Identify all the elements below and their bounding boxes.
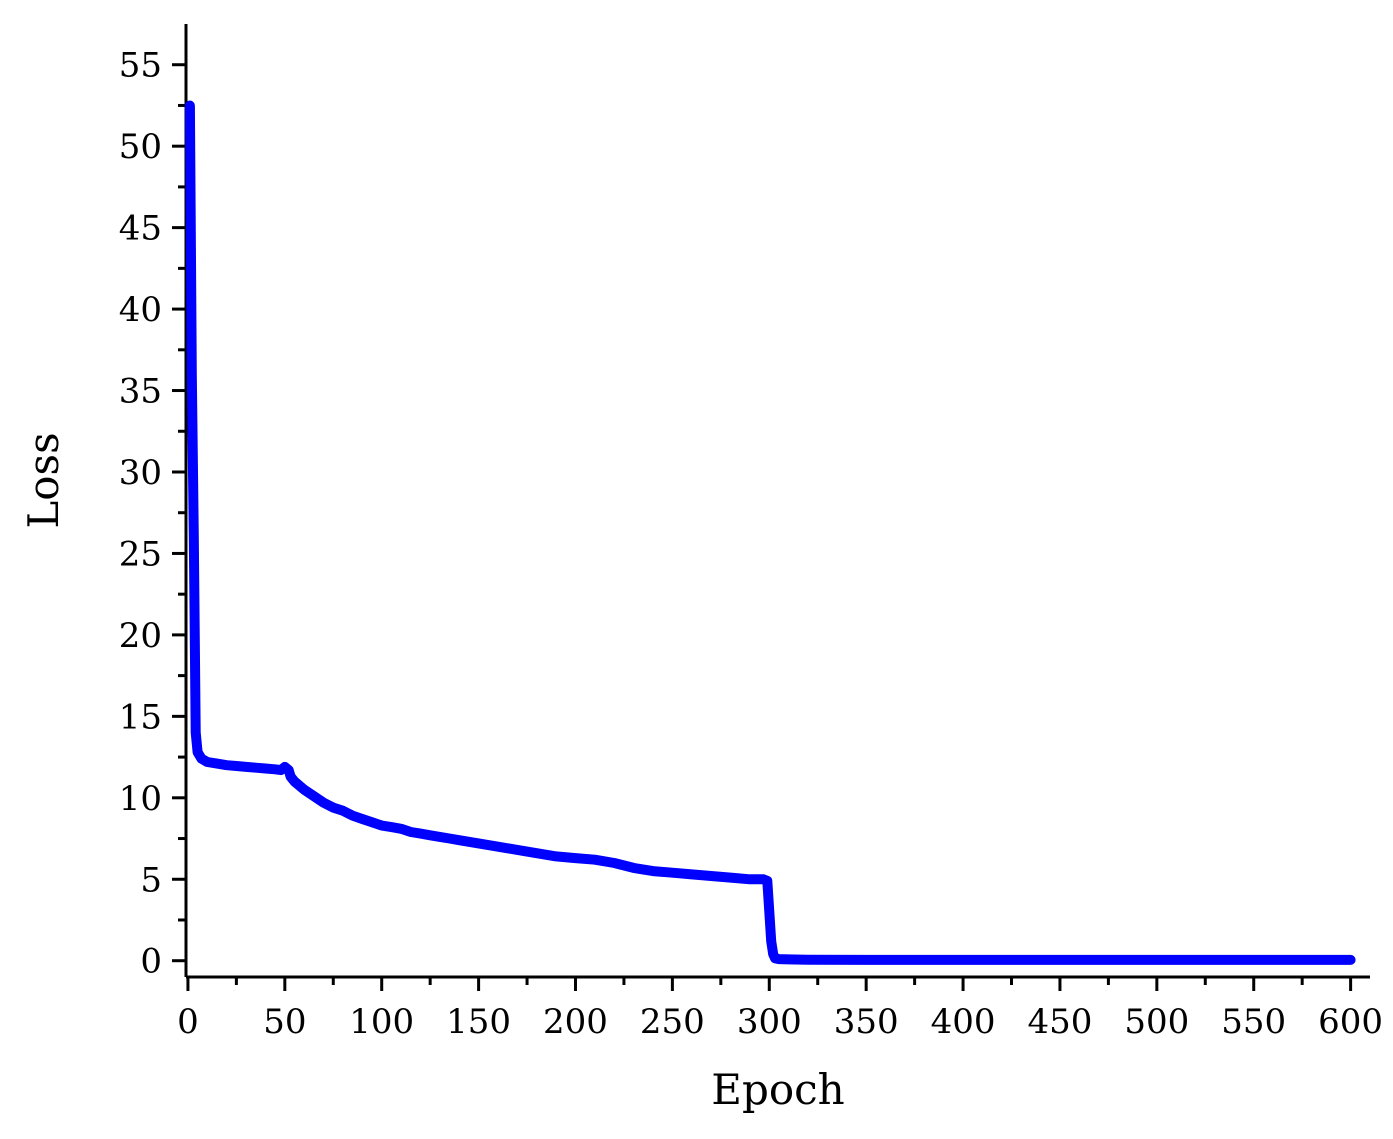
x-tick-label: 550 — [1221, 1002, 1286, 1042]
y-tick-label: 50 — [119, 127, 162, 167]
y-tick-label: 25 — [119, 534, 162, 574]
x-tick-label: 300 — [737, 1002, 802, 1042]
series-layer — [184, 100, 1356, 965]
y-tick-label: 5 — [140, 860, 162, 900]
y-axis-title: Loss — [19, 432, 68, 528]
x-tick-label: 600 — [1318, 1002, 1383, 1042]
x-tick-label: 500 — [1124, 1002, 1189, 1042]
x-tick-label: 50 — [263, 1002, 306, 1042]
y-tick-label: 35 — [119, 372, 162, 412]
x-tick-label: 450 — [1027, 1002, 1092, 1042]
y-tick-label: 30 — [119, 453, 162, 493]
y-tick-label: 20 — [119, 616, 162, 656]
y-tick-label: 15 — [119, 697, 162, 737]
loss-series-line — [184, 100, 1356, 965]
y-tick-label: 45 — [119, 209, 162, 249]
y-tick-label: 55 — [119, 46, 162, 86]
y-tick-label: 40 — [119, 290, 162, 330]
x-tick-label: 400 — [931, 1002, 996, 1042]
x-tick-label: 0 — [177, 1002, 199, 1042]
x-tick-label: 250 — [640, 1002, 705, 1042]
y-tick-label: 0 — [140, 942, 162, 982]
x-tick-label: 200 — [543, 1002, 608, 1042]
x-tick-label: 350 — [834, 1002, 899, 1042]
x-tick-label: 100 — [349, 1002, 414, 1042]
y-tick-label: 10 — [119, 779, 162, 819]
x-tick-label: 150 — [446, 1002, 511, 1042]
x-axis-title: Epoch — [711, 1065, 844, 1114]
